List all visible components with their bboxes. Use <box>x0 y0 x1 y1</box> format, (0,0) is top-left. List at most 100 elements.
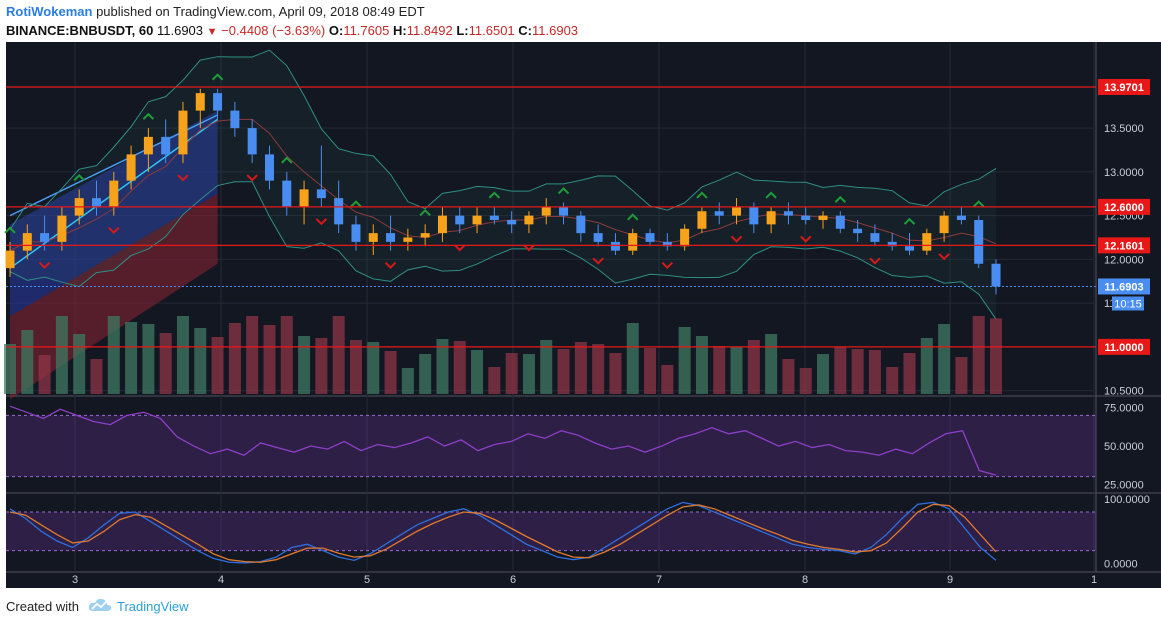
price-tick-label: 10.5000 <box>1104 386 1144 398</box>
candle-body <box>316 189 326 199</box>
candle-body <box>991 263 1001 287</box>
candle-body <box>749 206 759 225</box>
open-value: 11.7605 <box>343 23 390 38</box>
volume-bar <box>436 339 449 394</box>
volume-bar <box>419 354 432 394</box>
close-label: C: <box>518 23 532 38</box>
price-tick-label: 12.0000 <box>1104 254 1144 266</box>
volume-bar <box>55 316 68 394</box>
sell-signal-chevron <box>38 261 51 270</box>
x-tick-label: 7 <box>656 574 662 586</box>
volume-bar <box>471 350 484 394</box>
candle-body <box>507 220 517 225</box>
tradingview-cloud-icon <box>88 598 112 611</box>
buy-signal-chevron <box>488 191 501 199</box>
publish-info: published on TradingView.com, April 09, … <box>96 4 425 19</box>
sell-signal-chevron <box>384 261 397 270</box>
candle-body <box>264 154 274 181</box>
candle-body <box>610 241 620 251</box>
candle-body <box>766 211 776 225</box>
sell-signal-chevron <box>177 174 189 182</box>
sell-signal-chevron <box>108 226 120 235</box>
candle-body <box>161 136 171 155</box>
volume-bar <box>938 324 951 394</box>
x-tick-label: 6 <box>510 574 516 586</box>
bollinger-basis <box>9 118 997 252</box>
buy-signal-chevron <box>696 191 708 199</box>
volume-bar <box>453 341 466 394</box>
volume-bar <box>574 342 587 394</box>
volume-bar <box>107 316 120 394</box>
rsi-tick-label: 75.0000 <box>1104 403 1144 415</box>
candle-body <box>178 110 188 155</box>
low-value: 11.6501 <box>468 23 515 38</box>
buy-signal-chevron <box>557 187 570 195</box>
candle-body <box>922 233 932 251</box>
price-tick-label: 13.0000 <box>1104 167 1144 179</box>
volume-bar <box>765 334 778 394</box>
sell-signal-chevron <box>523 244 535 252</box>
high-value: 11.8492 <box>406 23 453 38</box>
x-tick-label: 4 <box>218 574 224 586</box>
volume-bar <box>661 365 674 394</box>
volume-bar <box>713 346 726 394</box>
volume-bar <box>730 347 743 394</box>
chart-area[interactable]: 3456789113.500013.000012.500012.000011.5… <box>0 42 1161 588</box>
candle-body <box>126 154 136 181</box>
rsi-tick-label: 25.0000 <box>1104 479 1144 491</box>
buy-signal-chevron <box>972 200 985 208</box>
open-label: O: <box>328 23 344 38</box>
last-price: 11.6903 <box>156 23 204 38</box>
bollinger-lower <box>9 181 997 320</box>
volume-bar <box>886 367 899 394</box>
candle-body <box>956 215 966 220</box>
price-change: −0.4408 (−3.63%) <box>221 23 326 38</box>
candle-body <box>455 215 465 225</box>
level-label-bg <box>1098 237 1150 254</box>
volume-bar <box>90 359 103 394</box>
volume-bar <box>592 344 605 394</box>
candle-body <box>801 215 811 220</box>
volume-bar <box>263 325 276 394</box>
candle-body <box>697 211 707 229</box>
sell-signal-chevron <box>938 253 950 261</box>
volume-bar <box>609 353 622 394</box>
sell-signal-chevron <box>661 261 674 270</box>
volume-bar <box>644 348 657 394</box>
author-link[interactable]: RotiWokeman <box>6 4 93 19</box>
candle-body <box>195 93 205 111</box>
volume-bar <box>159 333 172 394</box>
x-tick-label: 8 <box>802 574 808 586</box>
bollinger-upper <box>9 49 997 230</box>
volume-bar <box>799 368 812 394</box>
candle-body <box>593 233 603 242</box>
candle-body <box>282 180 292 207</box>
buy-signal-chevron <box>73 173 85 182</box>
volume-bar <box>990 318 1002 394</box>
candle-body <box>541 206 551 216</box>
candle-body <box>40 233 50 242</box>
level-label: 12.6000 <box>1104 202 1144 214</box>
level-label-bg <box>1098 78 1150 95</box>
candle-body <box>489 215 499 220</box>
buy-signal-chevron <box>834 195 847 203</box>
level-label-bg <box>1098 198 1150 215</box>
tradingview-brand-link[interactable]: TradingView <box>117 599 189 614</box>
buy-signal-chevron <box>4 226 16 234</box>
candle-body <box>368 233 378 242</box>
buy-signal-chevron <box>211 73 224 81</box>
volume-bar <box>817 354 830 394</box>
candle-body <box>351 224 361 242</box>
sell-signal-chevron <box>592 257 604 265</box>
candle-body <box>437 215 447 234</box>
candle-body <box>853 228 863 234</box>
volume-bar <box>38 355 51 394</box>
buy-signal-chevron <box>281 156 293 164</box>
volume-bar <box>315 338 328 394</box>
candle-body <box>472 215 482 225</box>
candle-body <box>109 180 119 207</box>
price-tick-label: 13.5000 <box>1104 123 1144 135</box>
volume-bar <box>211 337 224 394</box>
volume-bar <box>903 353 916 394</box>
volume-bar <box>125 322 138 394</box>
